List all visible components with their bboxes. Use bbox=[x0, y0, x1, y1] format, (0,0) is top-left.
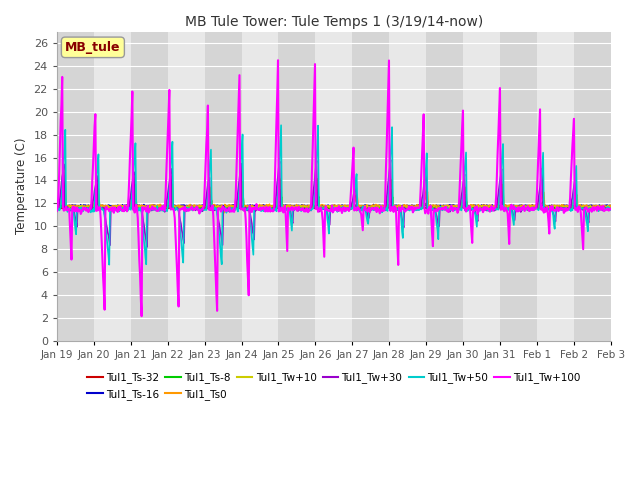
Bar bbox=[316, 32, 353, 341]
Bar bbox=[353, 32, 389, 341]
Bar bbox=[574, 32, 611, 341]
Bar bbox=[500, 32, 537, 341]
Bar bbox=[389, 32, 426, 341]
Bar bbox=[426, 32, 463, 341]
Bar bbox=[168, 32, 205, 341]
Bar bbox=[94, 32, 131, 341]
Legend: Tul1_Ts-32, Tul1_Ts-16, Tul1_Ts-8, Tul1_Ts0, Tul1_Tw+10, Tul1_Tw+30, Tul1_Tw+50,: Tul1_Ts-32, Tul1_Ts-16, Tul1_Ts-8, Tul1_… bbox=[83, 368, 585, 404]
Bar bbox=[205, 32, 241, 341]
Bar bbox=[241, 32, 278, 341]
Bar bbox=[537, 32, 574, 341]
Bar bbox=[131, 32, 168, 341]
Title: MB Tule Tower: Tule Temps 1 (3/19/14-now): MB Tule Tower: Tule Temps 1 (3/19/14-now… bbox=[185, 15, 483, 29]
Bar bbox=[57, 32, 94, 341]
Bar bbox=[463, 32, 500, 341]
Y-axis label: Temperature (C): Temperature (C) bbox=[15, 138, 28, 234]
Text: MB_tule: MB_tule bbox=[65, 41, 121, 54]
Bar bbox=[278, 32, 316, 341]
